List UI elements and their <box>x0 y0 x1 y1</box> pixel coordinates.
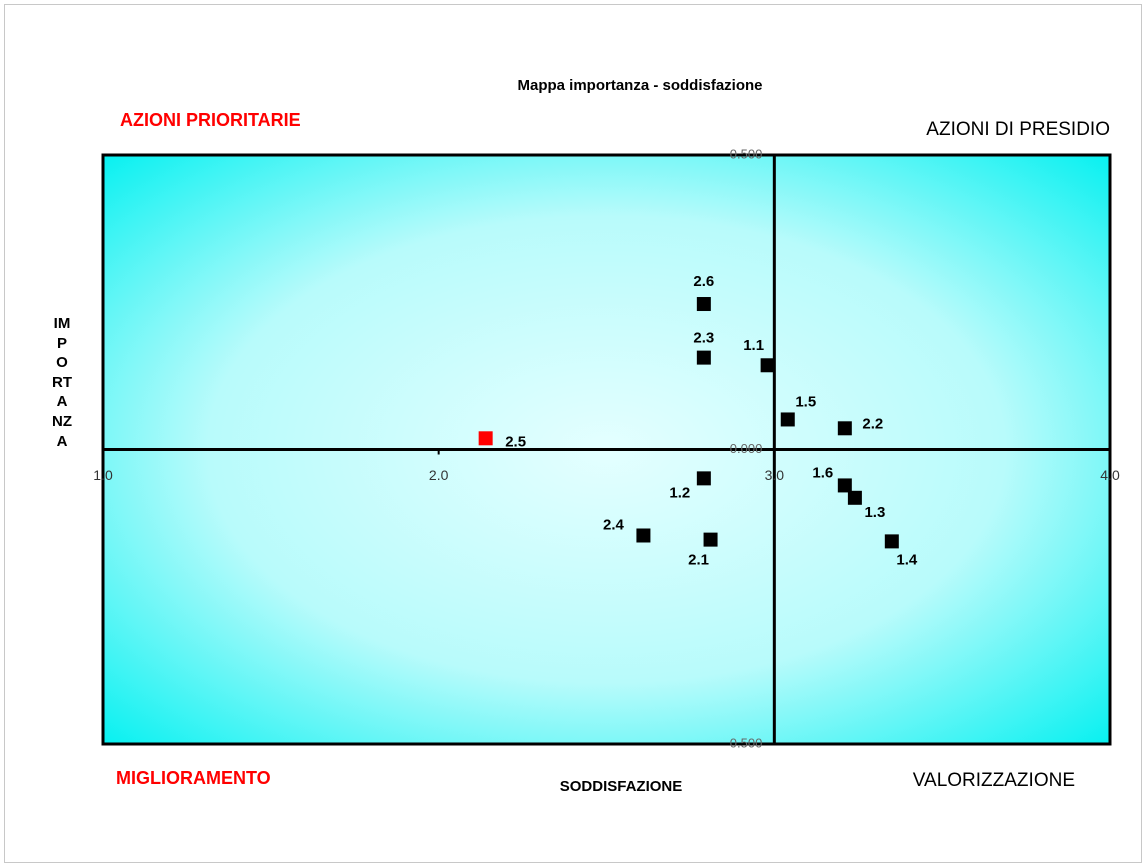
quadrant-label: MIGLIORAMENTO <box>116 768 271 788</box>
point-label: 2.4 <box>603 516 625 533</box>
point <box>636 528 651 543</box>
point-label: 2.3 <box>693 330 714 347</box>
x-tick-label: 2.0 <box>429 467 449 483</box>
y-axis-label: IMPORTANZA <box>52 315 72 450</box>
x-axis-label: SODDISFAZIONE <box>560 778 683 795</box>
point <box>837 478 852 493</box>
point <box>760 358 775 373</box>
y-tick-label: 0.000 <box>730 441 763 456</box>
point <box>780 412 795 427</box>
point-label: 1.3 <box>864 504 885 521</box>
point <box>884 534 899 549</box>
point <box>696 471 711 486</box>
point-label: 2.1 <box>688 552 709 569</box>
point-label: 1.1 <box>743 337 764 354</box>
point <box>478 431 493 446</box>
point-label: 2.5 <box>505 433 526 450</box>
point-label: 1.6 <box>812 464 833 481</box>
point <box>847 490 862 505</box>
point <box>703 532 718 547</box>
point-label: 2.6 <box>693 273 714 290</box>
point-label: 2.2 <box>862 415 883 432</box>
chart-title: Mappa importanza - soddisfazione <box>517 77 762 94</box>
point <box>837 421 852 436</box>
x-tick-label: 4.0 <box>1100 467 1120 483</box>
point-label: 1.2 <box>669 484 690 501</box>
point <box>696 350 711 365</box>
y-tick-label: 0.500 <box>730 146 763 161</box>
y-tick-label: 0.500 <box>730 735 763 750</box>
x-tick-label: 3.0 <box>765 467 785 483</box>
quadrant-label: AZIONI PRIORITARIE <box>120 110 301 130</box>
quadrant-label: VALORIZZAZIONE <box>913 770 1075 791</box>
quadrant-label: AZIONI DI PRESIDIO <box>926 119 1110 140</box>
frame <box>4 4 1142 863</box>
point <box>696 297 711 312</box>
x-tick-label: 1.0 <box>93 467 113 483</box>
point-label: 1.5 <box>795 393 816 410</box>
point-label: 1.4 <box>896 551 918 568</box>
